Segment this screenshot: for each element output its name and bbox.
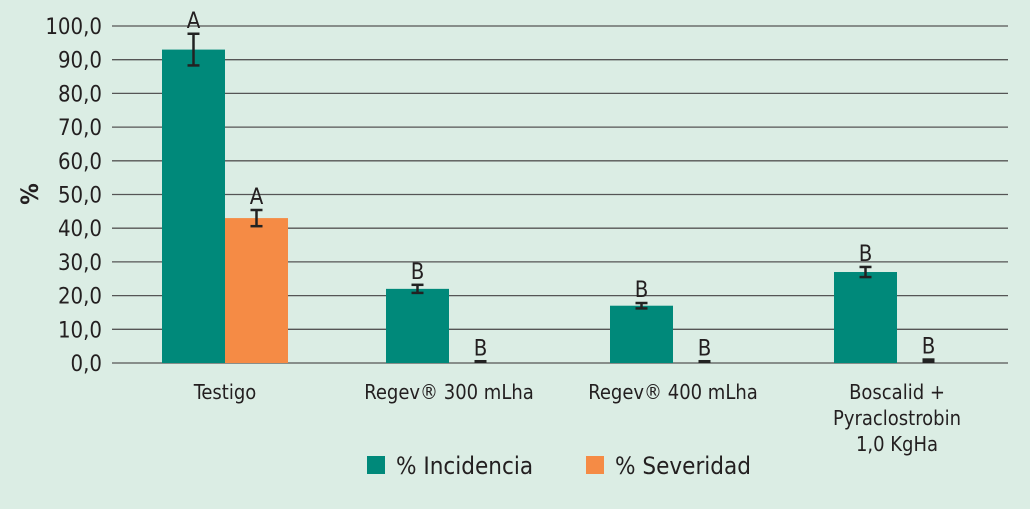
y-tick-label: 80,0: [58, 82, 102, 107]
x-tick-label: Testigo: [193, 380, 257, 404]
legend-incidencia-swatch: [367, 456, 385, 474]
y-tick-label: 0,0: [71, 352, 102, 377]
y-tick-label: 50,0: [58, 184, 102, 209]
x-tick-label: Pyraclostrobin: [833, 406, 961, 430]
bar: [162, 50, 225, 363]
significance-letter: A: [187, 9, 201, 34]
significance-letter: B: [411, 260, 425, 285]
significance-letter: B: [859, 242, 873, 267]
legend-incidencia-label: % Incidencia: [396, 452, 533, 480]
y-tick-label: 100,0: [45, 15, 102, 40]
x-tick-label: Regev® 300 mLha: [364, 380, 534, 404]
bar: [386, 289, 449, 363]
bar: [834, 272, 897, 363]
significance-letter: B: [635, 278, 649, 303]
legend-severidad-label: % Severidad: [615, 452, 751, 480]
y-tick-label: 20,0: [58, 285, 102, 310]
significance-letter: B: [922, 334, 936, 359]
y-tick-label: 10,0: [58, 318, 102, 343]
bar: [225, 218, 288, 363]
y-tick-label: 90,0: [58, 49, 102, 74]
x-tick-label: Boscalid +: [849, 380, 945, 404]
y-axis-label: %: [16, 183, 44, 205]
significance-letter: B: [474, 336, 488, 361]
bar-chart: 0,0 10,0 20,0 30,0 40,0 50,0 60,0 70,0 80,0 90,0 1…: [0, 0, 1030, 509]
significance-letter: B: [698, 336, 712, 361]
y-tick-label: 70,0: [58, 116, 102, 141]
x-tick-label: Regev® 400 mLha: [588, 380, 758, 404]
y-tick-label: 40,0: [58, 217, 102, 242]
bar: [610, 306, 673, 363]
y-tick-label: 60,0: [58, 150, 102, 175]
significance-letter: A: [250, 185, 264, 210]
legend-severidad-swatch: [586, 456, 604, 474]
y-tick-label: 30,0: [58, 251, 102, 276]
x-tick-label: 1,0 KgHa: [856, 432, 938, 456]
